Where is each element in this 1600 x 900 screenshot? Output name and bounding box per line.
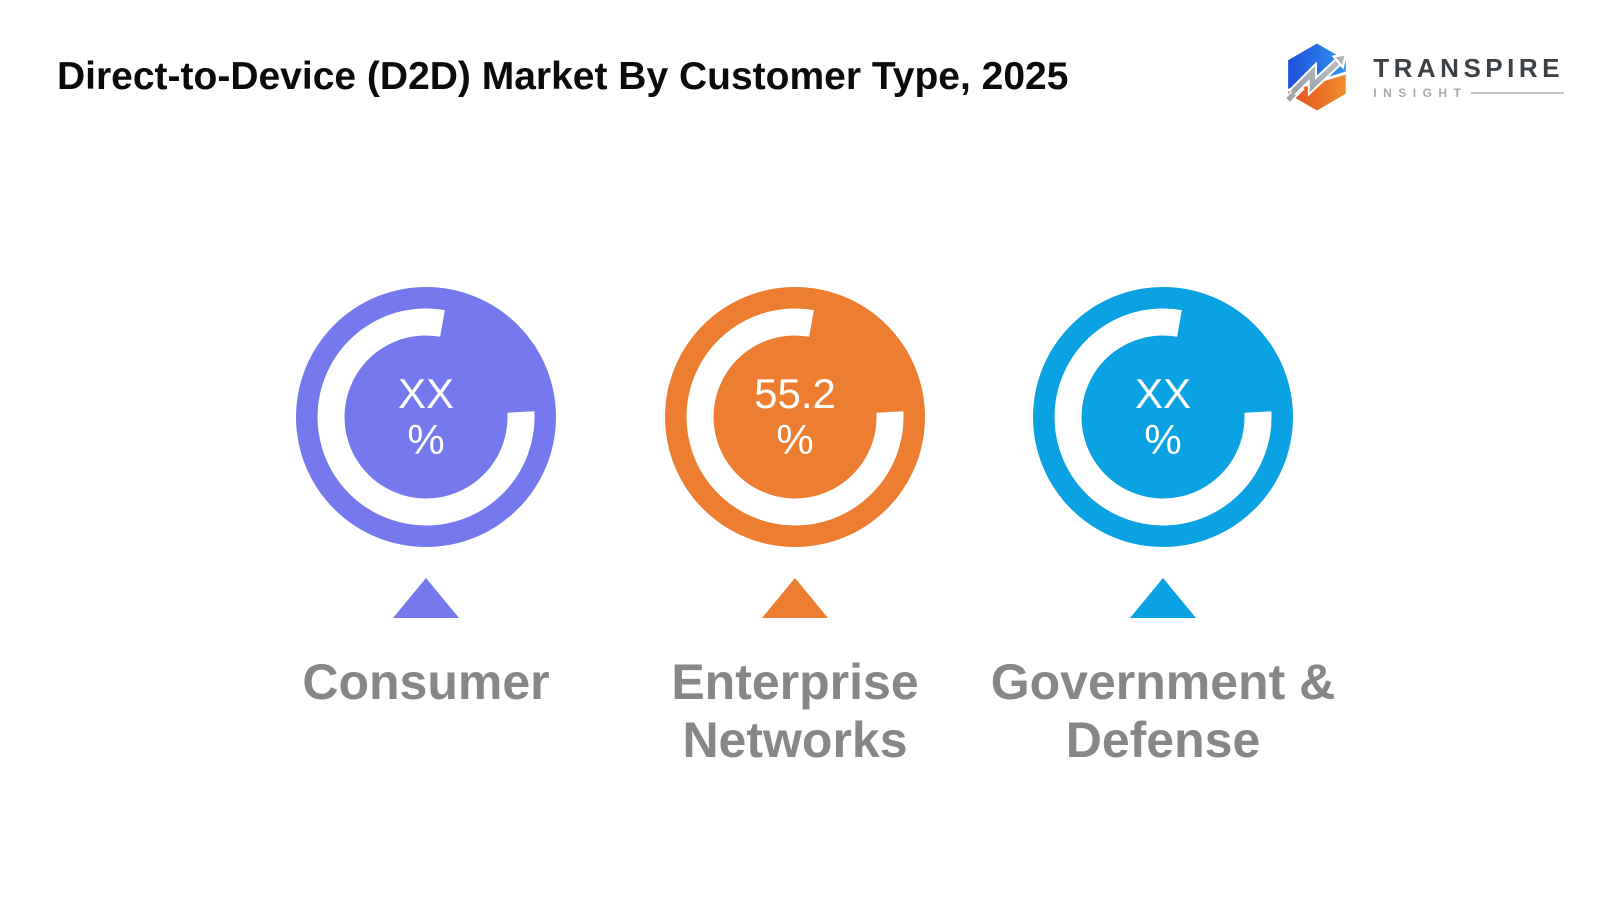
category-label-government-defense: Government & Defense bbox=[990, 654, 1336, 768]
gauge-value: XX % bbox=[1134, 369, 1192, 463]
gauge-government-defense: XX % bbox=[1033, 287, 1293, 547]
gauge-arc bbox=[317, 308, 535, 526]
logo-hexagon-icon bbox=[1285, 43, 1348, 111]
gauge-ring-consumer bbox=[296, 287, 556, 547]
category-label-consumer: Consumer bbox=[302, 654, 550, 710]
logo-brand-name: TRANSPIRE bbox=[1373, 53, 1564, 83]
chart-title: Direct-to-Device (D2D) Market By Custome… bbox=[57, 55, 1069, 98]
logo-rule bbox=[1471, 92, 1564, 94]
gauge-arc bbox=[686, 308, 904, 526]
logo-text: TRANSPIRE INSIGHT bbox=[1373, 55, 1564, 99]
gauge-ring-government bbox=[1033, 287, 1293, 547]
gauge-card-government-defense: XX % Government & Defense bbox=[983, 287, 1343, 769]
gauge-card-consumer: XX % Consumer bbox=[246, 287, 606, 712]
gauge-card-enterprise-networks: 55.2 % Enterprise Networks bbox=[615, 287, 975, 769]
pointer-triangle-icon bbox=[393, 578, 459, 618]
gauge-arc bbox=[1054, 308, 1272, 526]
gauge-value: 55.2 % bbox=[754, 369, 836, 463]
logo-tagline: INSIGHT bbox=[1373, 86, 1468, 100]
pointer-triangle-icon bbox=[762, 578, 828, 618]
pointer-triangle-icon bbox=[1130, 578, 1196, 618]
brand-logo: TRANSPIRE INSIGHT bbox=[1282, 42, 1564, 112]
gauge-consumer: XX % bbox=[296, 287, 556, 547]
gauge-enterprise-networks: 55.2 % bbox=[665, 287, 925, 547]
gauge-value: XX % bbox=[397, 369, 455, 463]
category-label-enterprise-networks: Enterprise Networks bbox=[671, 654, 919, 768]
gauge-ring-enterprise bbox=[665, 287, 925, 547]
